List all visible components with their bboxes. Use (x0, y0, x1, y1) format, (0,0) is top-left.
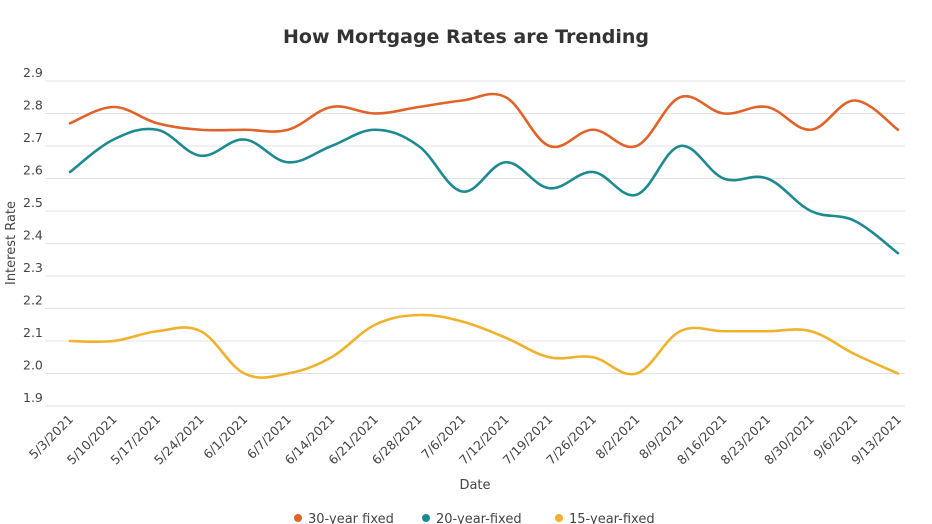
y-tick-label: 2.2 (23, 293, 43, 308)
legend-label: 15-year-fixed (569, 512, 655, 524)
y-tick-label: 2.3 (23, 260, 43, 275)
chart-title: How Mortgage Rates are Trending (283, 26, 649, 48)
y-tick-label: 2.9 (23, 65, 43, 80)
y-tick-label: 2.8 (23, 98, 43, 113)
y-tick-label: 2.7 (23, 130, 43, 145)
legend-label: 30-year fixed (308, 512, 394, 524)
series-line-1 (68, 92, 900, 149)
series-line-2 (68, 127, 900, 255)
legend-marker (422, 514, 430, 522)
y-tick-label: 2.0 (23, 358, 43, 373)
x-axis-label: Date (459, 478, 490, 493)
y-tick-label: 1.9 (23, 390, 43, 405)
legend: 30-year fixed 20-year-fixed 15-year-fixed (294, 512, 655, 524)
y-axis-label: Interest Rate (4, 201, 19, 285)
y-tick-label: 2.1 (23, 325, 43, 340)
y-tick-label: 2.4 (23, 228, 43, 243)
x-tick-label: 6/1/2021 (200, 412, 250, 462)
legend-marker (555, 514, 563, 522)
x-tick-label: 8/2/2021 (592, 412, 642, 462)
series-line-3 (68, 313, 900, 379)
legend-marker (294, 514, 302, 522)
legend-label: 20-year-fixed (436, 512, 522, 524)
y-tick-label: 2.5 (23, 195, 43, 210)
y-tick-label: 2.6 (23, 163, 43, 178)
